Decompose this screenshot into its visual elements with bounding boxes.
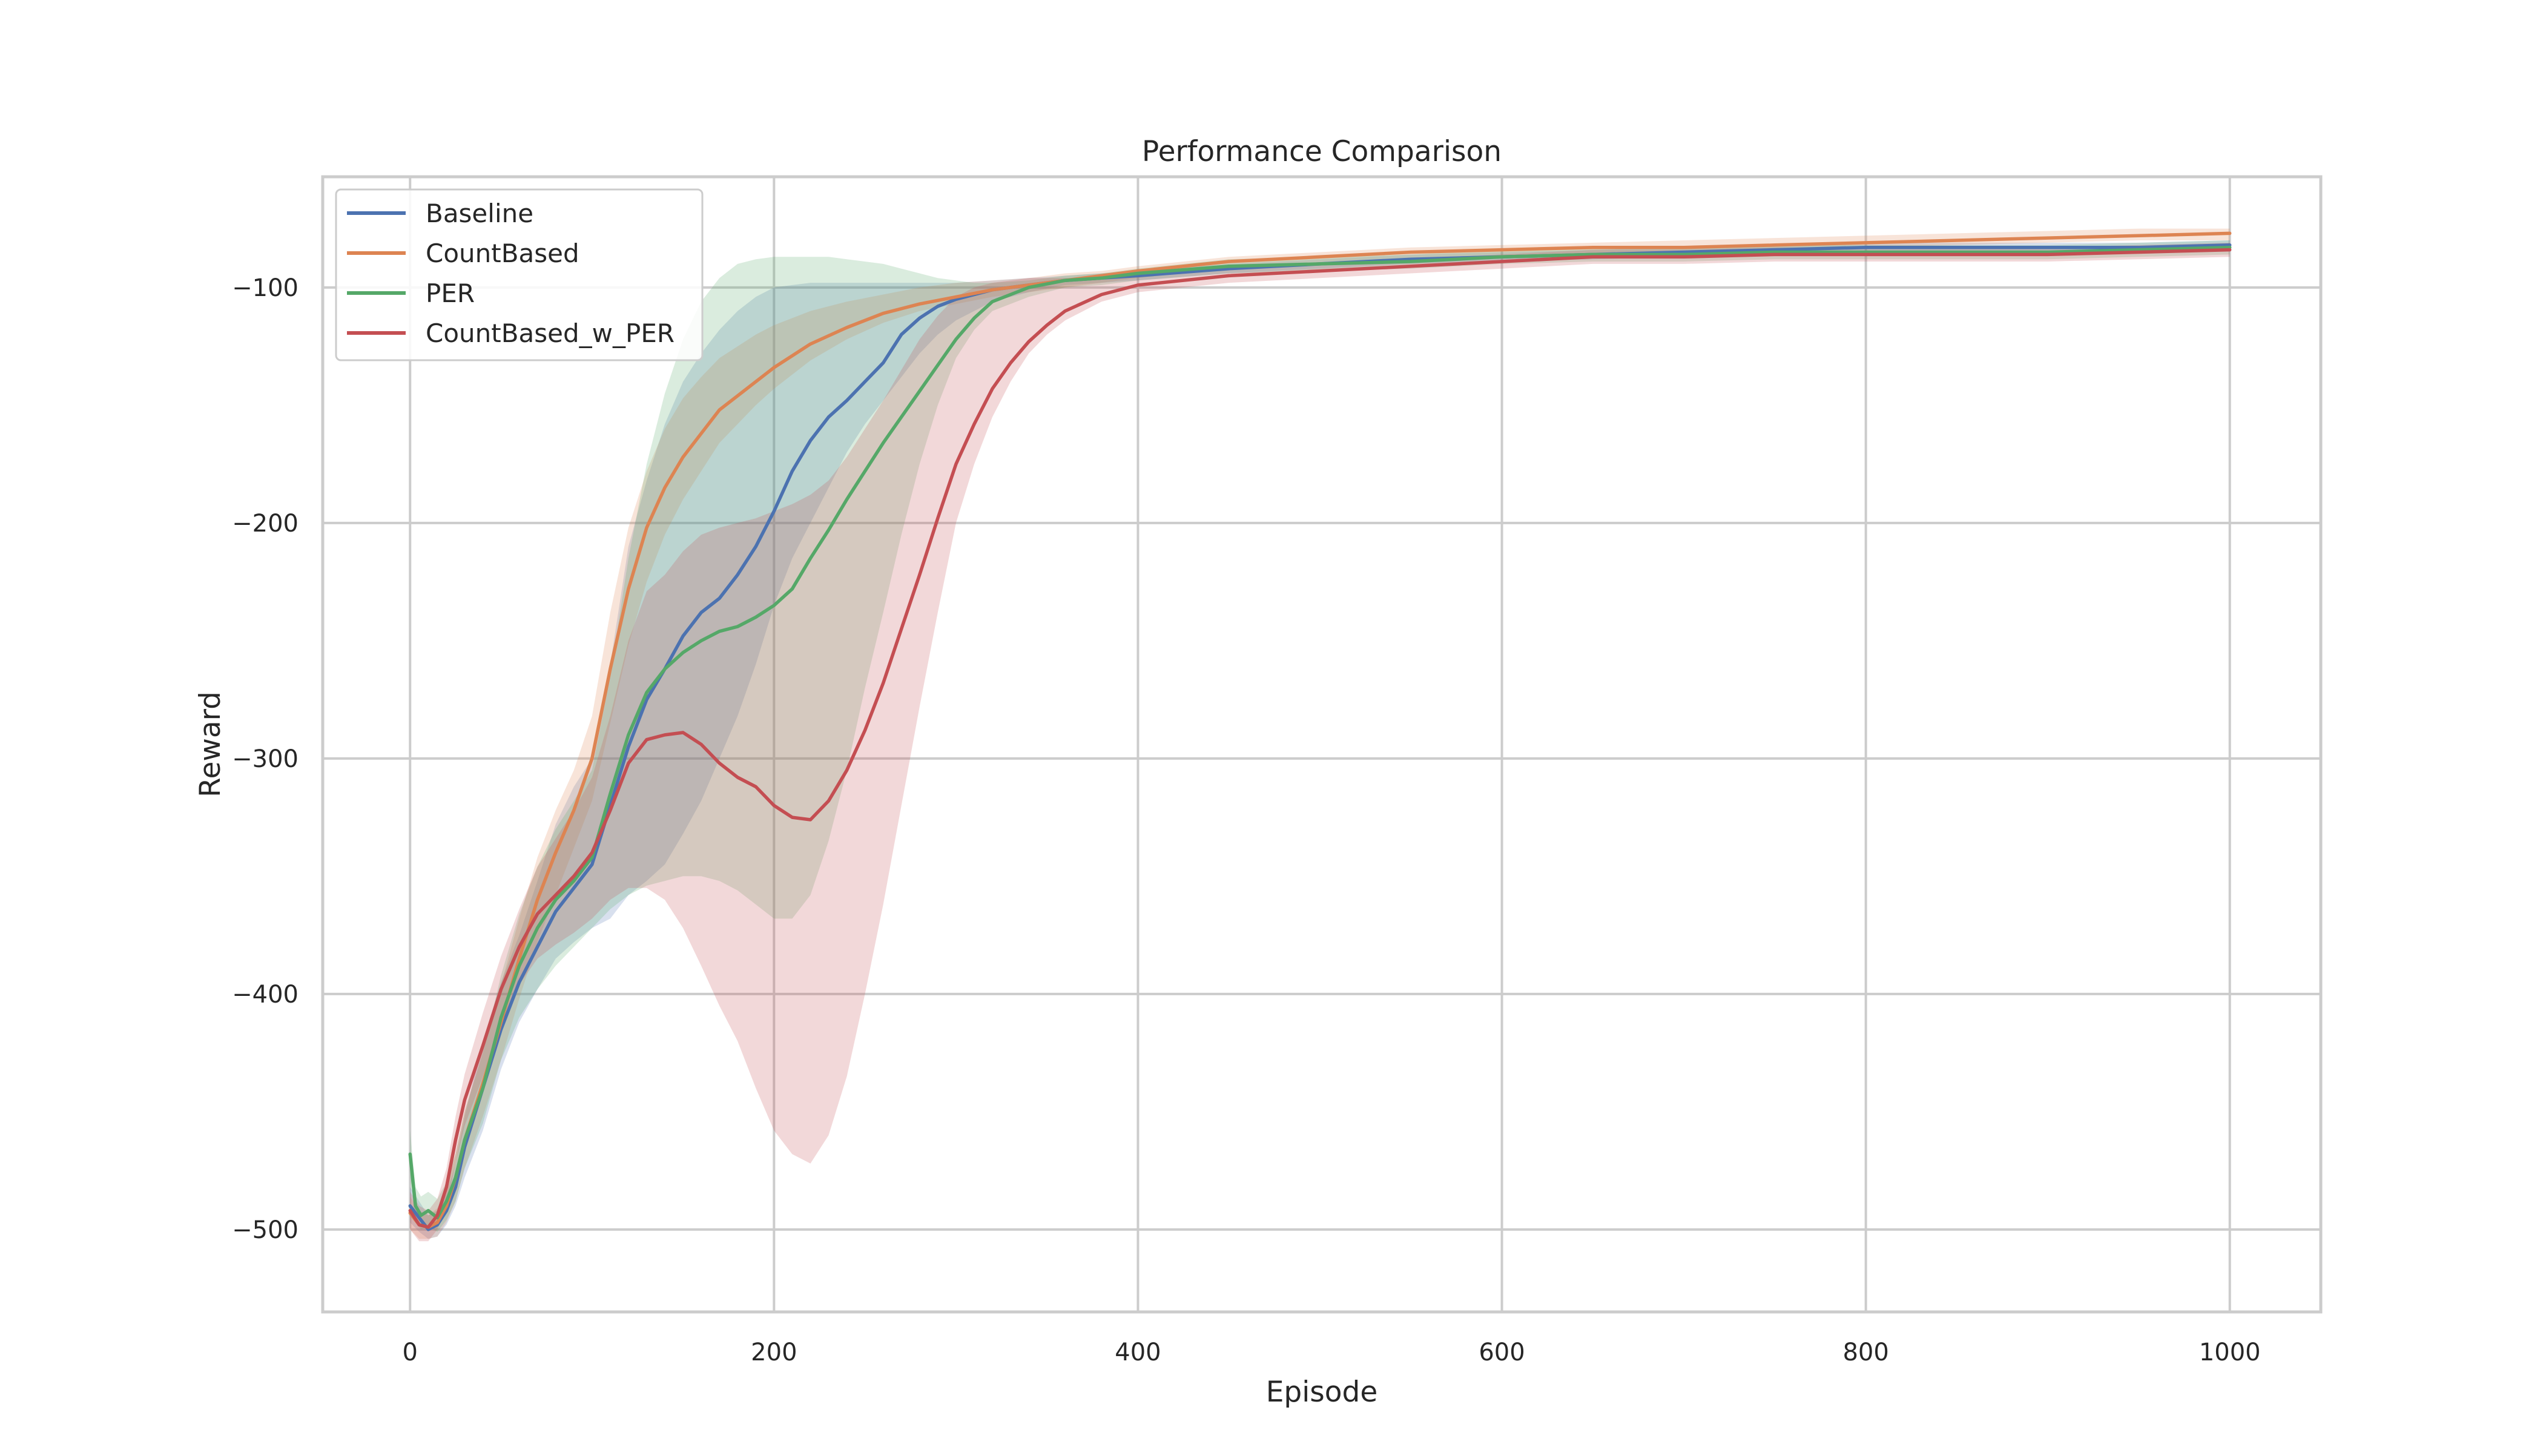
x-axis-label: Episode: [1266, 1375, 1378, 1409]
y-tick-label: −300: [232, 745, 298, 773]
legend-label: Baseline: [426, 199, 533, 228]
series-lines: [408, 231, 2232, 1231]
grid-lines: [323, 177, 2321, 1312]
tick-labels: 0 200 400 600 800 1000 −500 −400 −300 −200 −100: [232, 274, 2261, 1366]
legend-label: PER: [426, 278, 475, 308]
line-per: [408, 245, 2232, 1220]
variability-bands: [410, 228, 2230, 1242]
x-tick-label: 600: [1479, 1339, 1525, 1366]
legend-label: CountBased: [426, 239, 579, 268]
x-tick-label: 200: [751, 1339, 797, 1366]
chart-title: Performance Comparison: [1142, 135, 1502, 168]
plot-frame: [321, 175, 2323, 1314]
y-tick-label: −200: [232, 510, 298, 538]
band-per: [410, 240, 2230, 1232]
legend-label: CountBased_w_PER: [426, 318, 675, 348]
y-axis-label: Reward: [194, 691, 227, 797]
line-countbased-w-per: [408, 248, 2232, 1229]
x-tick-label: 0: [403, 1339, 418, 1366]
legend-box: [335, 188, 704, 361]
x-tick-label: 1000: [2199, 1339, 2261, 1366]
legend: Baseline CountBased PER CountBased_w_PER: [335, 188, 704, 361]
y-tick-label: −500: [232, 1216, 298, 1244]
x-tick-label: 400: [1115, 1339, 1161, 1366]
band-countbased-w-per: [410, 242, 2230, 1242]
y-tick-label: −100: [232, 274, 298, 302]
y-tick-label: −400: [232, 981, 298, 1009]
x-tick-label: 800: [1842, 1339, 1888, 1366]
plot-area: [323, 177, 2321, 1312]
